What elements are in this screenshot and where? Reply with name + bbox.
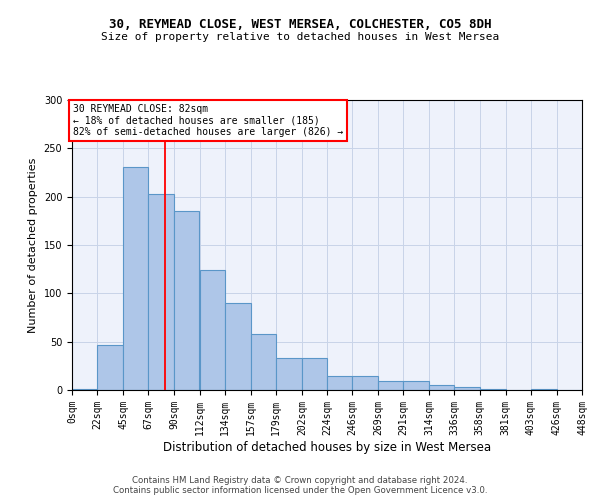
Text: 30 REYMEAD CLOSE: 82sqm
← 18% of detached houses are smaller (185)
82% of semi-d: 30 REYMEAD CLOSE: 82sqm ← 18% of detache… bbox=[73, 104, 343, 137]
Bar bbox=[97, 344, 123, 390]
Bar bbox=[276, 358, 302, 390]
Bar bbox=[531, 389, 557, 390]
Bar bbox=[430, 385, 455, 390]
Bar bbox=[403, 382, 430, 390]
Bar bbox=[148, 194, 175, 390]
Bar bbox=[327, 376, 352, 390]
Bar bbox=[251, 334, 276, 390]
Bar bbox=[224, 303, 251, 390]
Bar bbox=[72, 389, 97, 390]
Bar bbox=[378, 382, 403, 390]
Bar bbox=[199, 270, 224, 390]
Bar bbox=[479, 389, 506, 390]
Bar bbox=[175, 211, 199, 390]
Bar bbox=[302, 358, 327, 390]
Bar bbox=[455, 387, 479, 390]
Text: Contains HM Land Registry data © Crown copyright and database right 2024.
Contai: Contains HM Land Registry data © Crown c… bbox=[113, 476, 487, 495]
Text: 30, REYMEAD CLOSE, WEST MERSEA, COLCHESTER, CO5 8DH: 30, REYMEAD CLOSE, WEST MERSEA, COLCHEST… bbox=[109, 18, 491, 30]
Text: Size of property relative to detached houses in West Mersea: Size of property relative to detached ho… bbox=[101, 32, 499, 42]
Bar bbox=[352, 376, 378, 390]
Bar bbox=[123, 166, 148, 390]
X-axis label: Distribution of detached houses by size in West Mersea: Distribution of detached houses by size … bbox=[163, 440, 491, 454]
Y-axis label: Number of detached properties: Number of detached properties bbox=[28, 158, 38, 332]
